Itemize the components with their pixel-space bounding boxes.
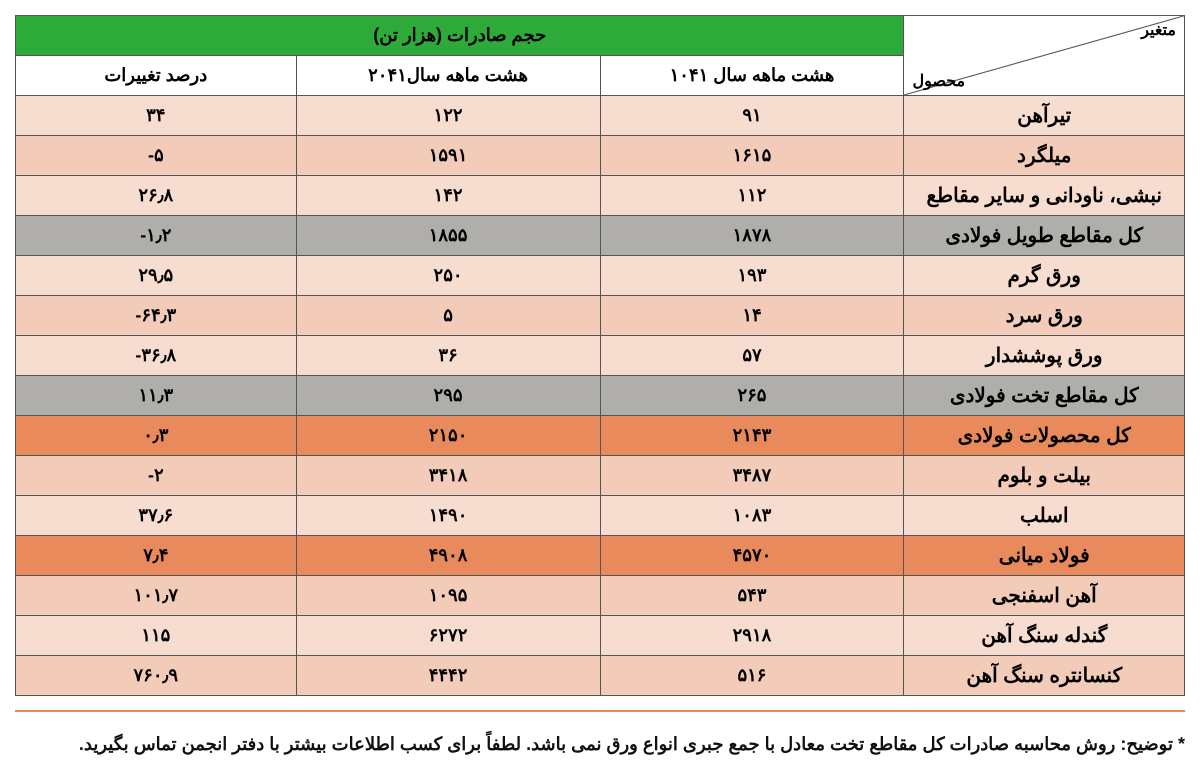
cell-year1402: ۱۴۲ — [296, 176, 600, 216]
table-row: بیلت و بلوم۳۴۸۷۳۴۱۸-۲ — [16, 456, 1185, 496]
table-row: ورق پوششدار۵۷۳۶-۳۶٫۸ — [16, 336, 1185, 376]
header-col-year1401: هشت ماهه سال ۱۴۰۱ — [600, 56, 904, 96]
cell-year1402: ۱۲۲ — [296, 96, 600, 136]
header-product-label: محصول — [912, 71, 965, 91]
table-row: کنسانتره سنگ آهن۵۱۶۴۴۴۲۷۶۰٫۹ — [16, 656, 1185, 696]
table-row: آهن اسفنجی۵۴۳۱۰۹۵۱۰۱٫۷ — [16, 576, 1185, 616]
cell-product: ورق پوششدار — [904, 336, 1185, 376]
cell-year1401: ۴۵۷۰ — [600, 536, 904, 576]
cell-year1402: ۳۶ — [296, 336, 600, 376]
cell-year1402: ۱۵۹۱ — [296, 136, 600, 176]
header-diagonal-cell: متغیر محصول — [904, 16, 1185, 96]
cell-product: ورق گرم — [904, 256, 1185, 296]
cell-year1401: ۵۷ — [600, 336, 904, 376]
cell-product: فولاد میانی — [904, 536, 1185, 576]
table-row: نبشی، ناودانی و سایر مقاطع۱۱۲۱۴۲۲۶٫۸ — [16, 176, 1185, 216]
table-row: فولاد میانی۴۵۷۰۴۹۰۸۷٫۴ — [16, 536, 1185, 576]
cell-year1402: ۲۹۵ — [296, 376, 600, 416]
cell-pct-change: -۳۶٫۸ — [16, 336, 297, 376]
cell-pct-change: -۵ — [16, 136, 297, 176]
cell-year1401: ۱۰۸۳ — [600, 496, 904, 536]
cell-year1401: ۱۹۳ — [600, 256, 904, 296]
cell-pct-change: ۰٫۳ — [16, 416, 297, 456]
divider-line — [15, 710, 1185, 712]
cell-product: بیلت و بلوم — [904, 456, 1185, 496]
cell-year1402: ۵ — [296, 296, 600, 336]
cell-pct-change: ۱۱٫۳ — [16, 376, 297, 416]
cell-product: کنسانتره سنگ آهن — [904, 656, 1185, 696]
cell-year1402: ۲۱۵۰ — [296, 416, 600, 456]
cell-year1402: ۳۴۱۸ — [296, 456, 600, 496]
cell-year1401: ۲۱۴۳ — [600, 416, 904, 456]
cell-product: کل محصولات فولادی — [904, 416, 1185, 456]
cell-year1401: ۳۴۸۷ — [600, 456, 904, 496]
cell-year1401: ۱۶۱۵ — [600, 136, 904, 176]
cell-year1401: ۱۴ — [600, 296, 904, 336]
cell-year1402: ۴۹۰۸ — [296, 536, 600, 576]
table-row: کل محصولات فولادی۲۱۴۳۲۱۵۰۰٫۳ — [16, 416, 1185, 456]
table-row: گندله سنگ آهن۲۹۱۸۶۲۷۲۱۱۵ — [16, 616, 1185, 656]
cell-year1401: ۵۱۶ — [600, 656, 904, 696]
cell-pct-change: ۷٫۴ — [16, 536, 297, 576]
cell-year1402: ۶۲۷۲ — [296, 616, 600, 656]
cell-year1401: ۱۱۲ — [600, 176, 904, 216]
table-row: تیرآهن۹۱۱۲۲۳۴ — [16, 96, 1185, 136]
cell-pct-change: ۳۴ — [16, 96, 297, 136]
cell-year1402: ۱۰۹۵ — [296, 576, 600, 616]
table-row: ورق گرم۱۹۳۲۵۰۲۹٫۵ — [16, 256, 1185, 296]
cell-product: تیرآهن — [904, 96, 1185, 136]
cell-pct-change: ۲۶٫۸ — [16, 176, 297, 216]
cell-product: گندله سنگ آهن — [904, 616, 1185, 656]
cell-pct-change: -۶۴٫۳ — [16, 296, 297, 336]
cell-product: ورق سرد — [904, 296, 1185, 336]
cell-year1402: ۱۴۹۰ — [296, 496, 600, 536]
cell-pct-change: -۲ — [16, 456, 297, 496]
header-variable-label: متغیر — [1141, 20, 1176, 40]
cell-pct-change: ۱۱۵ — [16, 616, 297, 656]
table-row: میلگرد۱۶۱۵۱۵۹۱-۵ — [16, 136, 1185, 176]
export-volume-table: متغیر محصول حجم صادرات (هزار تن) هشت ماه… — [15, 15, 1185, 696]
cell-year1402: ۴۴۴۲ — [296, 656, 600, 696]
cell-product: نبشی، ناودانی و سایر مقاطع — [904, 176, 1185, 216]
footnote-text: * توضیح: روش محاسبه صادرات کل مقاطع تخت … — [15, 734, 1185, 755]
cell-year1401: ۵۴۳ — [600, 576, 904, 616]
cell-product: کل مقاطع طویل فولادی — [904, 216, 1185, 256]
table-row: ورق سرد۱۴۵-۶۴٫۳ — [16, 296, 1185, 336]
cell-product: آهن اسفنجی — [904, 576, 1185, 616]
table-row: کل مقاطع طویل فولادی۱۸۷۸۱۸۵۵-۱٫۲ — [16, 216, 1185, 256]
header-col-year1402: هشت ماهه سال۱۴۰۲ — [296, 56, 600, 96]
cell-product: کل مقاطع تخت فولادی — [904, 376, 1185, 416]
cell-pct-change: ۲۹٫۵ — [16, 256, 297, 296]
cell-pct-change: ۷۶۰٫۹ — [16, 656, 297, 696]
cell-product: اسلب — [904, 496, 1185, 536]
cell-pct-change: ۳۷٫۶ — [16, 496, 297, 536]
table-row: اسلب۱۰۸۳۱۴۹۰۳۷٫۶ — [16, 496, 1185, 536]
cell-pct-change: ۱۰۱٫۷ — [16, 576, 297, 616]
cell-year1401: ۲۶۵ — [600, 376, 904, 416]
cell-year1401: ۲۹۱۸ — [600, 616, 904, 656]
header-group-title: حجم صادرات (هزار تن) — [16, 16, 904, 56]
cell-year1401: ۱۸۷۸ — [600, 216, 904, 256]
cell-pct-change: -۱٫۲ — [16, 216, 297, 256]
table-row: کل مقاطع تخت فولادی۲۶۵۲۹۵۱۱٫۳ — [16, 376, 1185, 416]
cell-product: میلگرد — [904, 136, 1185, 176]
cell-year1402: ۱۸۵۵ — [296, 216, 600, 256]
cell-year1402: ۲۵۰ — [296, 256, 600, 296]
header-col-pct-change: درصد تغییرات — [16, 56, 297, 96]
cell-year1401: ۹۱ — [600, 96, 904, 136]
